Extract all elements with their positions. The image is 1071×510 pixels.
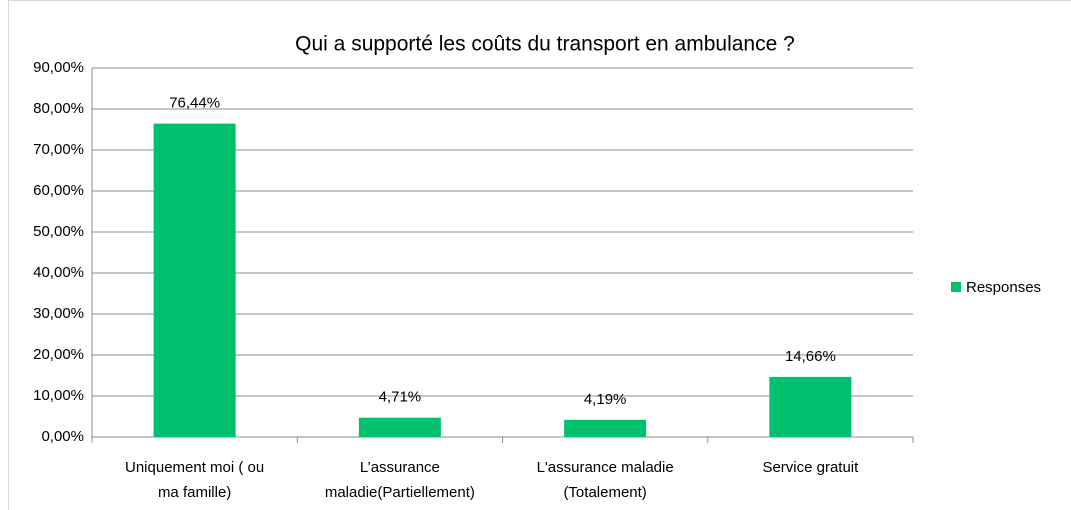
bar — [153, 123, 236, 437]
bar — [564, 419, 647, 437]
y-tick-label: 70,00% — [33, 141, 84, 158]
y-tick-label: 90,00% — [33, 59, 84, 76]
data-label: 76,44% — [169, 95, 220, 112]
y-tick-label: 60,00% — [33, 182, 84, 199]
legend-swatch — [951, 282, 961, 292]
y-tick-label: 20,00% — [33, 346, 84, 363]
chart-title: Qui a supporté les coûts du transport en… — [295, 33, 795, 56]
bar — [358, 417, 441, 437]
y-tick-label: 0,00% — [41, 428, 84, 445]
x-tick-label: Service gratuit — [762, 459, 859, 476]
y-tick-label: 30,00% — [33, 305, 84, 322]
y-tick-label: 80,00% — [33, 100, 84, 117]
x-tick-label: L'assurance maladie (Totalement) — [537, 459, 674, 501]
data-label: 14,66% — [785, 348, 836, 365]
y-tick-label: 10,00% — [33, 387, 84, 404]
y-tick-label: 50,00% — [33, 223, 84, 240]
data-label: 4,71% — [379, 389, 422, 406]
legend-label: Responses — [966, 279, 1041, 296]
data-label: 4,19% — [584, 391, 627, 408]
y-tick-label: 40,00% — [33, 264, 84, 281]
x-tick-label: Uniquement moi ( ou ma famille) — [125, 459, 264, 501]
bar — [769, 376, 852, 437]
x-tick-label: L’assurance maladie(Partiellement) — [325, 459, 475, 501]
